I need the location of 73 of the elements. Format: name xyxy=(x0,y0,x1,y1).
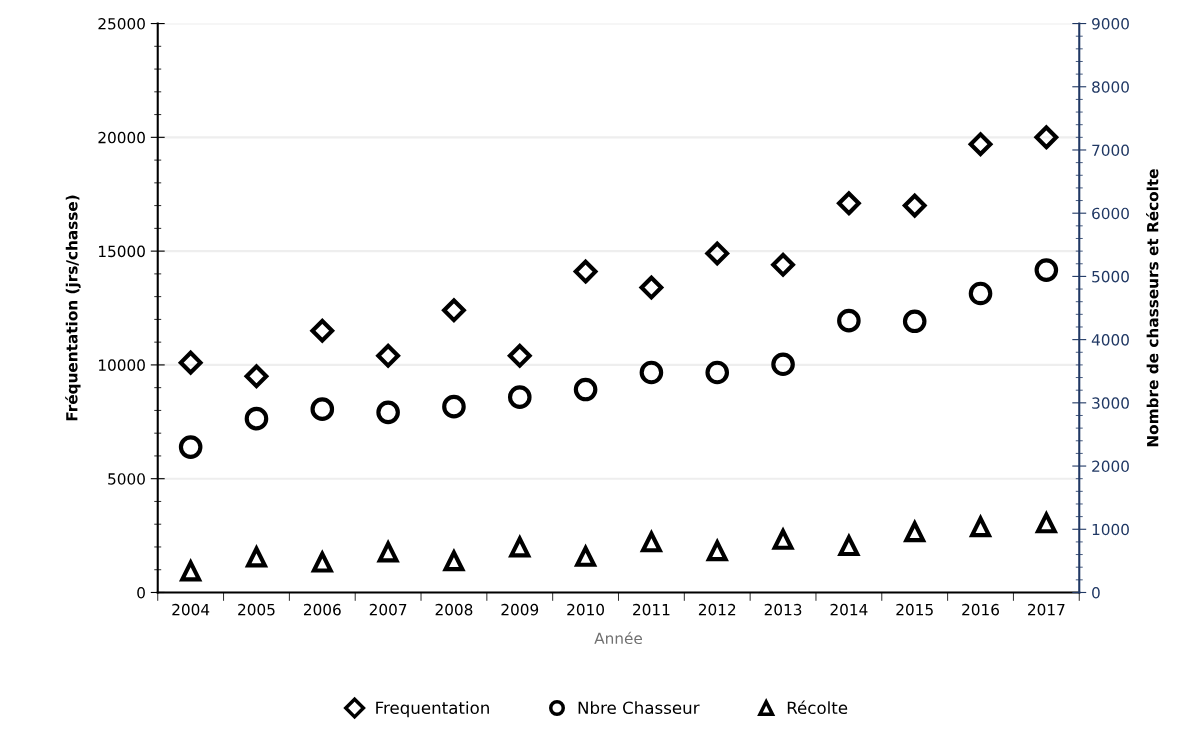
y-tick-label: 20000 xyxy=(98,131,145,144)
x-tick-label: 2009 xyxy=(501,603,539,616)
point xyxy=(244,364,269,389)
y2-tick-label: 9000 xyxy=(1092,18,1129,30)
y2-tick-label: 5000 xyxy=(1092,270,1129,283)
legend-label: Frequentation xyxy=(376,701,489,718)
point xyxy=(310,549,334,573)
y2-tick-label: 4000 xyxy=(1091,334,1129,346)
y2-tick-label: 7000 xyxy=(1092,144,1129,156)
point xyxy=(771,252,795,277)
x-tick-label: 2005 xyxy=(238,603,275,616)
y-axis-title: Fréquentation (jrs/chasse) xyxy=(65,195,81,421)
point xyxy=(573,377,598,402)
legend-label: Nbre Chasseur xyxy=(578,701,700,715)
y2-tick-label: 6000 xyxy=(1092,207,1129,220)
point xyxy=(837,308,861,333)
y2-tick-label: 1000 xyxy=(1092,523,1129,536)
point xyxy=(443,550,465,572)
point xyxy=(968,281,993,306)
x-tick-label: 2004 xyxy=(172,603,210,616)
x-tick-label: 2014 xyxy=(830,603,868,616)
point xyxy=(705,360,730,385)
x-tick-label: 2007 xyxy=(369,603,407,616)
point xyxy=(836,191,861,216)
point xyxy=(376,539,400,563)
point xyxy=(507,343,532,368)
x-tick-label: 2011 xyxy=(633,603,670,616)
y2-tick-label: 2000 xyxy=(1092,460,1129,473)
y2-axis-title: Nombre de chasseurs et Récolte xyxy=(1146,169,1159,447)
y-tick-label: 5000 xyxy=(108,473,145,485)
point xyxy=(310,397,335,421)
point xyxy=(902,309,927,334)
point xyxy=(705,241,730,266)
x-tick-label: 2017 xyxy=(1028,603,1065,616)
point xyxy=(178,435,203,459)
y2-tick-label: 3000 xyxy=(1092,397,1129,409)
point xyxy=(442,394,466,419)
x-tick-label: 2013 xyxy=(764,603,802,616)
point xyxy=(507,385,532,409)
y2-tick-label: 8000 xyxy=(1092,81,1129,93)
y-tick-label: 25000 xyxy=(98,18,145,30)
point xyxy=(771,352,795,377)
legend-label: Récolte xyxy=(787,700,848,715)
point xyxy=(639,360,664,385)
point xyxy=(376,343,401,368)
point xyxy=(179,558,203,582)
point xyxy=(771,526,795,550)
x-axis-title: Année xyxy=(594,631,642,645)
x-tick-label: 2008 xyxy=(435,603,473,616)
y-tick-label: 10000 xyxy=(99,359,145,371)
point xyxy=(640,531,662,553)
x-tick-label: 2006 xyxy=(303,603,341,616)
point xyxy=(573,259,598,284)
point xyxy=(1034,125,1059,150)
point xyxy=(310,318,335,343)
point xyxy=(508,534,532,558)
point xyxy=(376,400,400,425)
point xyxy=(902,193,927,218)
x-tick-label: 2015 xyxy=(896,603,933,616)
point xyxy=(244,544,269,568)
point xyxy=(639,275,664,300)
point xyxy=(244,406,269,431)
point xyxy=(442,298,466,323)
y2-tick-label: 0 xyxy=(1092,586,1100,599)
x-tick-label: 2016 xyxy=(962,603,999,616)
point xyxy=(1034,258,1059,282)
x-tick-label: 2010 xyxy=(567,603,605,616)
y-tick-label: 15000 xyxy=(99,245,145,258)
y-tick-label: 0 xyxy=(137,586,145,599)
x-tick-label: 2012 xyxy=(698,603,736,616)
point xyxy=(968,132,993,157)
point xyxy=(1034,510,1058,534)
point xyxy=(178,350,203,375)
